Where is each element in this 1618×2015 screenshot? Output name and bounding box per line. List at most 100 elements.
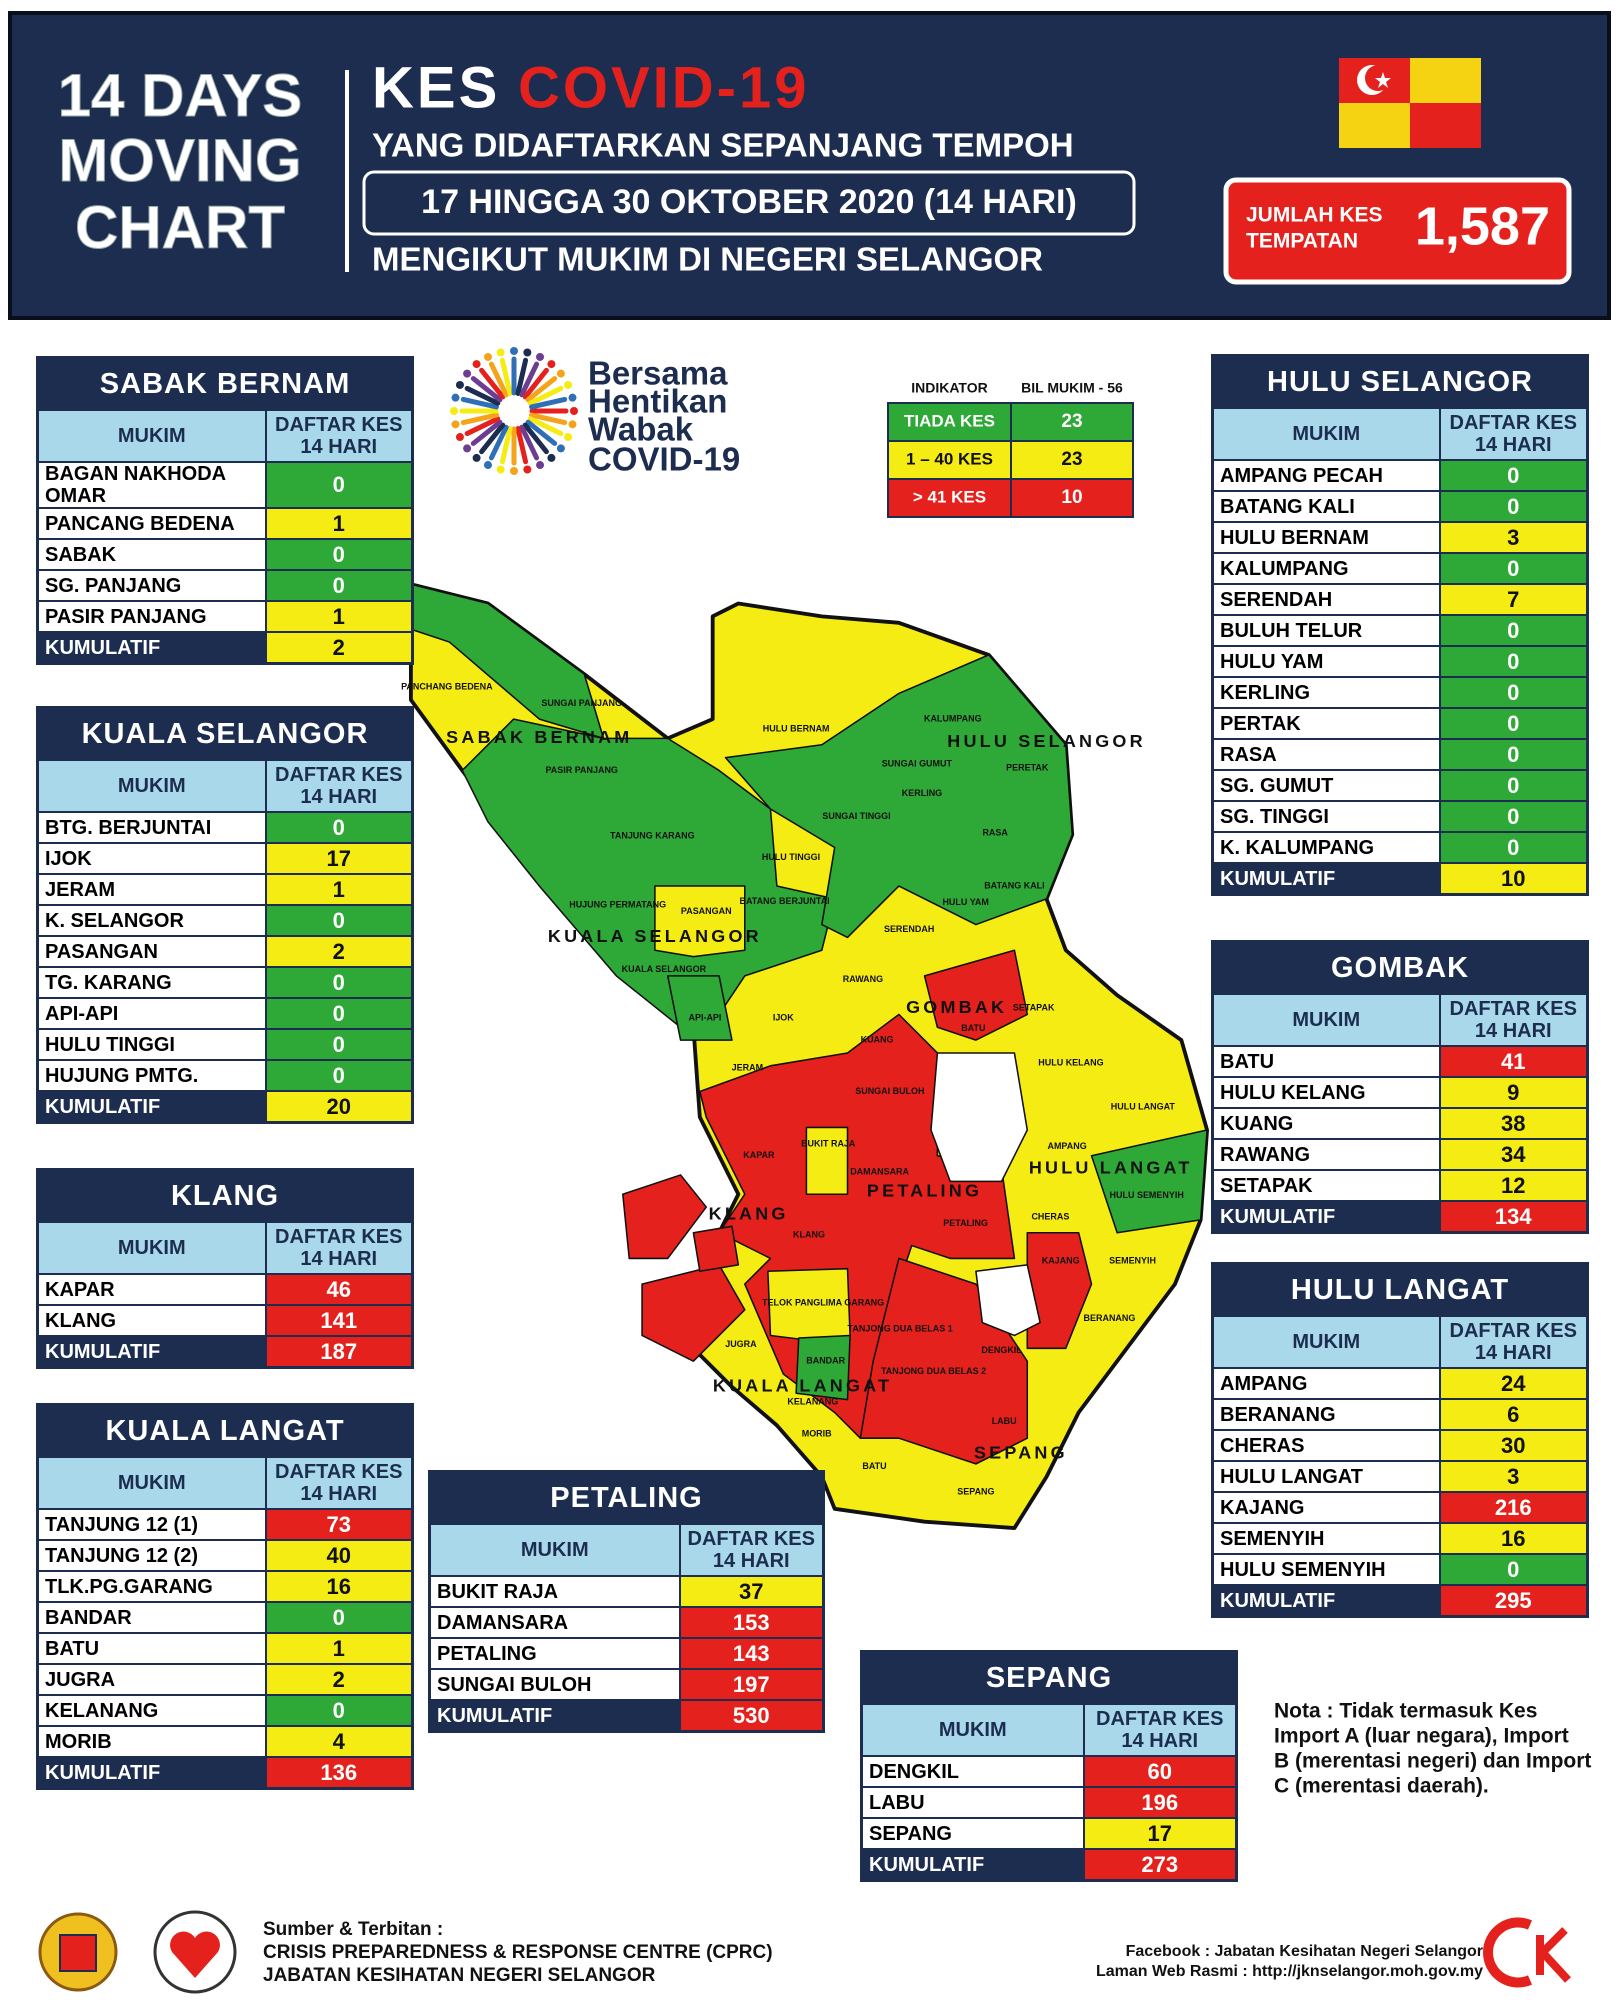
mukim-name: SEPANG bbox=[860, 1817, 1085, 1850]
total-label: KUMULATIF bbox=[36, 631, 267, 665]
mukim-label: KAJANG bbox=[1042, 1255, 1080, 1265]
case-count: 17 bbox=[1082, 1817, 1238, 1850]
map-area bbox=[654, 885, 746, 958]
covid-word: COVID-19 bbox=[518, 55, 810, 120]
link-text: Facebook : Jabatan Kesihatan Negeri Sela… bbox=[1126, 1943, 1483, 1960]
mukim-name: KAJANG bbox=[1211, 1491, 1441, 1524]
mukim-label: DAMANSARA bbox=[850, 1167, 909, 1177]
mukim-label: KELANANG bbox=[787, 1397, 838, 1407]
logo-dot bbox=[451, 393, 460, 402]
logo-dot bbox=[496, 465, 505, 474]
note-line: B (merentasi negeri) dan Import bbox=[1274, 1750, 1591, 1773]
note-line: C (merentasi daerah). bbox=[1274, 1775, 1489, 1798]
logo-dot bbox=[564, 380, 573, 389]
case-count: 0 bbox=[1438, 676, 1589, 709]
mukim-label: HULU SEMENYIH bbox=[1110, 1190, 1184, 1200]
total-cases: 1,587 bbox=[1415, 196, 1550, 256]
mukim-name: API-API bbox=[36, 997, 267, 1030]
mukim-name: HULU BERNAM bbox=[1211, 521, 1441, 554]
case-count: 0 bbox=[264, 538, 414, 571]
logo-ray bbox=[488, 424, 509, 461]
case-count: 0 bbox=[264, 904, 414, 937]
case-count: 0 bbox=[264, 1601, 414, 1634]
logo-ray bbox=[464, 416, 501, 437]
column-header: DAFTAR KES 14 HARI bbox=[1438, 407, 1589, 461]
logo-dot bbox=[455, 380, 464, 389]
case-count: 17 bbox=[264, 842, 414, 875]
case-count: 73 bbox=[264, 1508, 414, 1541]
mukim-name: PASANGAN bbox=[36, 935, 267, 968]
note-line: Nota : Tidak termasuk Kes bbox=[1274, 1700, 1537, 1723]
logo-dot bbox=[472, 453, 481, 462]
case-count: 1 bbox=[264, 1632, 414, 1665]
mukim-name: BATANG KALI bbox=[1211, 490, 1441, 523]
mukim-name: LABU bbox=[860, 1786, 1085, 1819]
logo-dot bbox=[536, 461, 545, 470]
logo-ray bbox=[460, 412, 499, 426]
case-count: 0 bbox=[1438, 490, 1589, 523]
district-label: PETALING bbox=[867, 1180, 982, 1200]
column-header: DAFTAR KES 14 HARI bbox=[1082, 1703, 1238, 1757]
mukim-name: SG. PANJANG bbox=[36, 569, 267, 602]
map-area bbox=[410, 583, 605, 740]
case-count: 216 bbox=[1438, 1491, 1589, 1524]
case-count: 1 bbox=[264, 873, 414, 906]
district-label: HULU SELANGOR bbox=[947, 731, 1145, 751]
mukim-name: HULU TINGGI bbox=[36, 1028, 267, 1061]
chart-title: MOVING bbox=[58, 127, 301, 194]
mukim-label: RASA bbox=[982, 828, 1008, 838]
mukim-name: SG. GUMUT bbox=[1211, 769, 1441, 802]
mukim-name: DAMANSARA bbox=[428, 1606, 681, 1639]
logo-ray bbox=[499, 357, 513, 396]
map-area bbox=[975, 1264, 1041, 1337]
logo-ray bbox=[529, 396, 568, 410]
case-count: 0 bbox=[1438, 552, 1589, 585]
total-label: KUMULATIF bbox=[428, 1699, 681, 1733]
selangor-flag bbox=[1339, 58, 1481, 148]
column-header: DAFTAR KES 14 HARI bbox=[1438, 1315, 1589, 1369]
mukim-label: DENGKIL bbox=[981, 1345, 1022, 1355]
mukim-name: BATU bbox=[36, 1632, 267, 1665]
logo-dot bbox=[463, 369, 472, 378]
case-count: 4 bbox=[264, 1725, 414, 1758]
legend-count: 10 bbox=[1061, 487, 1082, 508]
chart-title: 14 DAYS bbox=[58, 62, 303, 129]
chart-title: CHART bbox=[75, 194, 285, 261]
mukim-label: JUGRA bbox=[725, 1339, 757, 1349]
kes-word: KES bbox=[372, 55, 500, 120]
mukim-name: PASIR PANJANG bbox=[36, 600, 267, 633]
column-header: DAFTAR KES 14 HARI bbox=[264, 1456, 414, 1510]
mukim-name: AMPANG PECAH bbox=[1211, 459, 1441, 492]
district-table: HULU LANGAT MUKIM DAFTAR KES 14 HARI AMPANG… bbox=[1211, 1262, 1590, 1618]
logo-ray bbox=[515, 426, 529, 465]
district-label: SABAK BERNAM bbox=[446, 727, 632, 747]
mukim-name: IJOK bbox=[36, 842, 267, 875]
logo-dot bbox=[536, 352, 545, 361]
mukim-label: IJOK bbox=[773, 1013, 794, 1023]
mukim-label: HULU BERNAM bbox=[763, 724, 830, 734]
mukim-name: KALUMPANG bbox=[1211, 552, 1441, 585]
case-count: 3 bbox=[1438, 1460, 1589, 1493]
case-count: 0 bbox=[1438, 614, 1589, 647]
case-count: 60 bbox=[1082, 1755, 1238, 1788]
map-area bbox=[724, 654, 1073, 939]
case-count: 16 bbox=[1438, 1522, 1589, 1555]
district-table: KLANG MUKIM DAFTAR KES 14 HARI KAPAR 46 KLANG… bbox=[36, 1168, 415, 1369]
source-text: JABATAN KESIHATAN NEGERI SELANGOR bbox=[263, 1965, 656, 1986]
total-cases: 530 bbox=[678, 1699, 825, 1733]
mukim-name: KELANANG bbox=[36, 1694, 267, 1727]
mukim-label: HULU LANGAT bbox=[1111, 1101, 1176, 1111]
header-line: YANG DIDAFTARKAN SEPANJANG TEMPOH bbox=[372, 127, 1074, 164]
mukim-label: AMPANG bbox=[1047, 1141, 1086, 1151]
logo-ray bbox=[464, 385, 501, 406]
logo-dot bbox=[556, 444, 565, 453]
district-label: GOMBAK bbox=[906, 997, 1007, 1017]
mukim-name: TANJUNG 12 (1) bbox=[36, 1508, 267, 1541]
island bbox=[622, 1174, 708, 1260]
mukim-name: SEMENYIH bbox=[1211, 1522, 1441, 1555]
mukim-name: DENGKIL bbox=[860, 1755, 1085, 1788]
mukim-label: SUNGAI BULOH bbox=[855, 1086, 924, 1096]
mukim-name: RAWANG bbox=[1211, 1138, 1441, 1171]
mukim-name: AMPANG bbox=[1211, 1367, 1441, 1400]
case-count: 141 bbox=[264, 1304, 414, 1337]
